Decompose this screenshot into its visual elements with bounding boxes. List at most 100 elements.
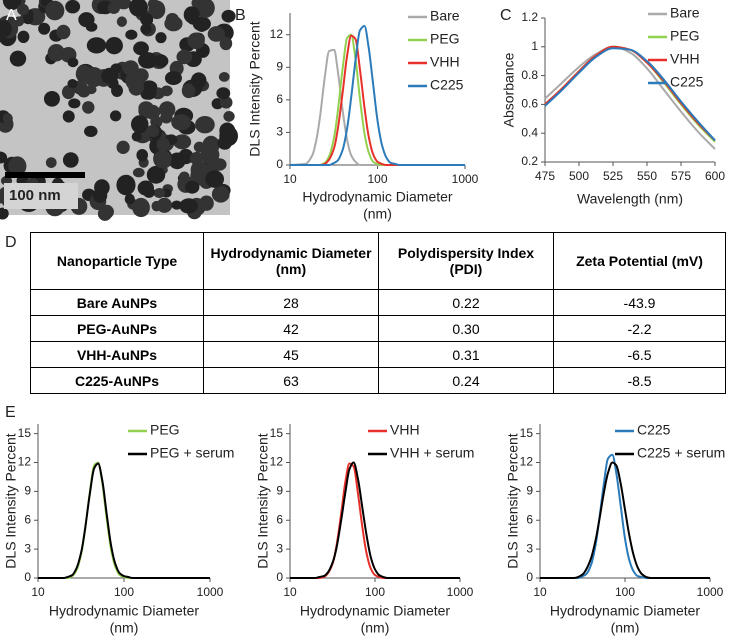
scale-bar-label: 100 nm [9, 187, 61, 204]
particle [130, 115, 149, 134]
y-tick-label: 15 [520, 426, 534, 440]
particle [155, 32, 167, 44]
particle [156, 137, 171, 152]
row: C225-AuNPs 63 0.24 -8.5 [30, 367, 726, 394]
x-axis-label: Hydrodynamic Diameter [302, 189, 452, 205]
particle [56, 24, 71, 40]
cell: VHH-AuNPs [30, 341, 204, 368]
legend-label: PEG [430, 31, 460, 47]
particle [136, 148, 149, 162]
y-axis-label: DLS Intensity Percent [247, 21, 263, 157]
particle [181, 83, 196, 99]
y-tick-label: 3 [276, 125, 283, 139]
legend-label: Bare [430, 8, 460, 24]
series-line [38, 462, 210, 579]
series-line [544, 47, 716, 142]
particle [190, 72, 207, 89]
y-tick-label: 9 [276, 484, 283, 498]
legend-label: Bare [670, 5, 700, 21]
x-tick-label: 1000 [197, 585, 224, 599]
legend-label: VHH [430, 54, 460, 70]
particle [146, 124, 160, 138]
x-tick-label: 1000 [697, 585, 724, 599]
particle [133, 41, 149, 56]
particle [140, 13, 154, 27]
x-axis-label: Hydrodynamic Diameter [300, 603, 450, 619]
series-line [290, 25, 465, 166]
particle [85, 84, 97, 95]
x-tick-label: 600 [705, 169, 725, 183]
particle [199, 195, 214, 211]
series-line [544, 45, 716, 150]
x-tick-label: 500 [569, 169, 589, 183]
particle [67, 79, 78, 89]
particle [219, 122, 236, 140]
particle [2, 113, 13, 125]
particle [132, 167, 145, 178]
particle [168, 152, 186, 170]
legend-label: C225 [637, 422, 671, 438]
y-tick-label: 0 [526, 570, 533, 584]
particle [8, 156, 27, 176]
particle [38, 22, 51, 35]
cell: 0.24 [378, 367, 554, 394]
y-axis-label: Absorbance [501, 52, 517, 127]
y-tick-label: 0 [276, 157, 283, 171]
particle [202, 135, 220, 155]
particle [158, 101, 176, 118]
row: VHH-AuNPs 45 0.31 -6.5 [30, 341, 726, 368]
tem-particles [0, 0, 239, 221]
legend-label: VHH [670, 51, 700, 67]
y-tick-label: 3 [526, 541, 533, 555]
particle [92, 188, 108, 203]
particle [221, 9, 236, 23]
cell: C225-AuNPs [30, 367, 204, 394]
cell: 28 [203, 289, 379, 316]
particle [153, 150, 172, 169]
legend-label: PEG + serum [150, 445, 234, 461]
particle [129, 0, 148, 17]
particle [65, 0, 81, 14]
particle [99, 204, 114, 219]
particle [116, 140, 130, 154]
y-tick-label: 12 [270, 27, 284, 41]
particle [223, 111, 235, 122]
y-tick-label: 1 [531, 39, 538, 53]
particle [62, 110, 75, 123]
panel-label: A [6, 7, 17, 24]
x-tick-label: 100 [365, 585, 385, 599]
y-tick-label: 12 [270, 455, 284, 469]
table: Nanoparticle Type Hydrodynamic Diameter (… [30, 232, 726, 394]
particle [156, 197, 173, 213]
particle [146, 165, 166, 184]
particle [116, 174, 136, 196]
particle [218, 72, 230, 82]
cell: 0.30 [378, 315, 554, 342]
x-tick-label: 525 [603, 169, 623, 183]
legend-label: C225 [430, 77, 464, 93]
particle [124, 193, 135, 205]
y-tick-label: 9 [24, 484, 31, 498]
particle [184, 180, 200, 194]
particle [22, 14, 34, 25]
header-cell: Nanoparticle Type [30, 232, 204, 290]
particle [17, 3, 29, 16]
y-axis-label: DLS Intensity Percent [505, 433, 521, 569]
particle [84, 125, 98, 138]
y-tick-label: 6 [276, 512, 283, 526]
particle [9, 50, 27, 67]
particle [43, 90, 60, 107]
x-tick-label: 550 [637, 169, 657, 183]
series-line [290, 461, 460, 579]
y-tick-label: 0 [24, 570, 31, 584]
x-axis-label: (nm) [611, 620, 640, 636]
particle [17, 30, 30, 44]
y-tick-label: 1.2 [521, 10, 538, 24]
y-tick-label: 0 [276, 570, 283, 584]
x-axis-label: Hydrodynamic Diameter [49, 603, 199, 619]
cell: 63 [203, 367, 379, 394]
legend-label: VHH + serum [390, 445, 474, 461]
particle [211, 185, 230, 203]
panel-label: D [5, 234, 17, 251]
series-line [540, 453, 710, 579]
